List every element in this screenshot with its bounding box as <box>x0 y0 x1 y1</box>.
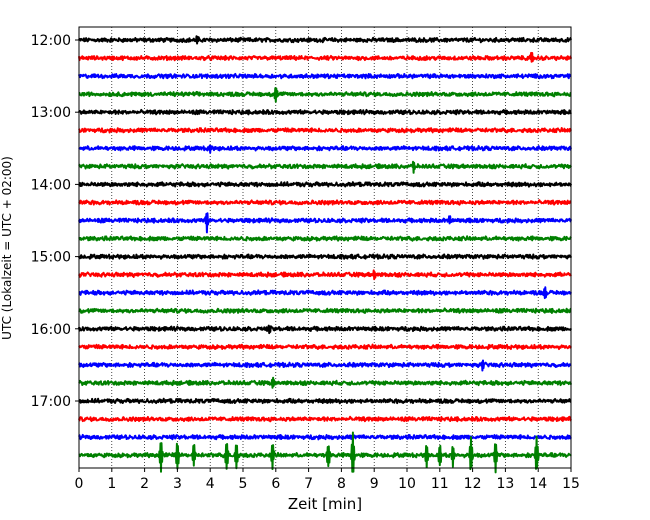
x-tick-label: 15 <box>562 476 580 492</box>
x-tick-label: 11 <box>431 476 449 492</box>
y-tick-label: 16:00 <box>31 322 71 338</box>
plot-frame <box>78 26 572 469</box>
trace-line <box>78 72 572 80</box>
trace-line <box>78 286 572 300</box>
y-tick-label: 17:00 <box>31 394 71 410</box>
x-axis-ticks: 0 1 2 3 4 5 6 7 8 9 10 11 12 13 14 15 <box>75 468 580 492</box>
x-axis-label: Zeit [min] <box>288 495 362 513</box>
plot-background <box>79 27 571 468</box>
x-tick-label: 3 <box>173 476 182 492</box>
trace-line <box>78 160 572 174</box>
trace-line <box>78 433 572 441</box>
trace-line <box>78 108 572 116</box>
y-axis-ticks: 12:00 13:00 14:00 15:00 16:00 17:00 <box>31 33 79 410</box>
y-tick-label: 14:00 <box>31 177 71 193</box>
x-tick-label: 9 <box>370 476 379 492</box>
x-tick-label: 5 <box>239 476 248 492</box>
x-tick-label: 0 <box>75 476 84 492</box>
trace-line <box>78 431 572 474</box>
y-tick-label: 12:00 <box>31 33 71 49</box>
trace-line <box>78 87 572 103</box>
trace-line <box>78 212 572 234</box>
trace-line <box>78 343 572 351</box>
y-axis-label: UTC (Lokalzeit = UTC + 02:00) <box>0 156 14 340</box>
trace-line <box>78 51 572 63</box>
y-tick-label: 13:00 <box>31 105 71 121</box>
y-tick-label: 15:00 <box>31 250 71 266</box>
trace-line <box>78 397 572 405</box>
x-tick-label: 4 <box>206 476 215 492</box>
trace-line <box>78 359 572 372</box>
x-tick-label: 6 <box>271 476 280 492</box>
trace-line <box>78 181 572 188</box>
trace-line <box>78 253 572 260</box>
trace-line <box>78 307 572 314</box>
x-tick-label: 14 <box>529 476 547 492</box>
trace-line <box>78 415 572 423</box>
trace-line <box>78 324 572 335</box>
trace-line <box>78 126 572 134</box>
trace-line <box>78 235 572 242</box>
trace-line <box>78 269 572 281</box>
seismic-traces <box>78 35 572 474</box>
trace-line <box>78 199 572 206</box>
x-tick-label: 12 <box>464 476 482 492</box>
trace-line <box>78 35 572 45</box>
x-tick-label: 13 <box>496 476 514 492</box>
x-tick-label: 1 <box>107 476 116 492</box>
x-tick-label: 2 <box>140 476 149 492</box>
x-tick-label: 7 <box>304 476 313 492</box>
trace-line <box>78 144 572 154</box>
trace-line <box>78 376 572 389</box>
x-tick-label: 8 <box>337 476 346 492</box>
x-tick-label: 10 <box>398 476 416 492</box>
